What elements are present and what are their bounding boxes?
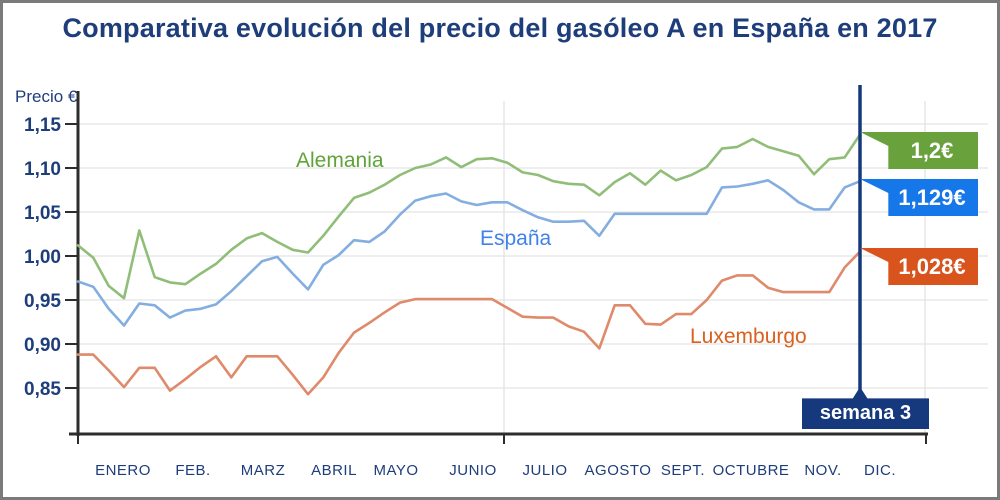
series-label-espana: España <box>480 227 552 250</box>
x-month-label: JUNIO <box>449 462 497 479</box>
x-month-label: SEPT. <box>661 462 705 479</box>
series-label-luxemburgo: Luxemburgo <box>690 325 807 348</box>
y-tick-label: 1,15 <box>24 115 61 136</box>
y-tick-label: 1,05 <box>24 203 61 224</box>
x-month-label: JULIO <box>522 462 567 479</box>
series-label-alemania: Alemania <box>296 149 384 172</box>
plot-area: 1,15 1,10 1,05 1,00 0,95 0,90 0,85 ENERO FEB. MAR… <box>3 3 997 497</box>
x-month-label: AGOSTO <box>585 462 652 479</box>
value-flag-espana-text: 1,129€ <box>898 184 966 210</box>
x-month-label: NOV. <box>804 462 841 479</box>
x-month-label: FEB. <box>175 462 210 479</box>
x-month-label: MAYO <box>373 462 418 479</box>
series-line-espana <box>76 179 862 327</box>
y-tick-label: 0,85 <box>24 379 61 400</box>
x-month-label: OCTUBRE <box>713 462 790 479</box>
x-month-label: MARZ <box>241 462 286 479</box>
value-flag-luxemburgo-text: 1,028€ <box>898 253 966 279</box>
series-line-luxemburgo <box>76 250 862 396</box>
y-axis-title: Precio € <box>15 87 78 106</box>
x-month-label: ENERO <box>95 462 151 479</box>
y-tick-label: 1,00 <box>24 247 61 268</box>
y-tick-label: 0,90 <box>24 335 61 356</box>
value-flag-alemania-text: 1,2€ <box>910 137 954 163</box>
chart-title: Comparativa evolución del precio del gas… <box>62 13 938 43</box>
x-month-label: ABRIL <box>311 462 357 479</box>
week-marker-label: semana 3 <box>819 401 912 424</box>
y-tick-label: 1,10 <box>24 159 61 180</box>
y-tick-label: 0,95 <box>24 291 61 312</box>
x-month-label: DIC. <box>864 462 896 479</box>
series-line-alemania <box>76 133 862 300</box>
